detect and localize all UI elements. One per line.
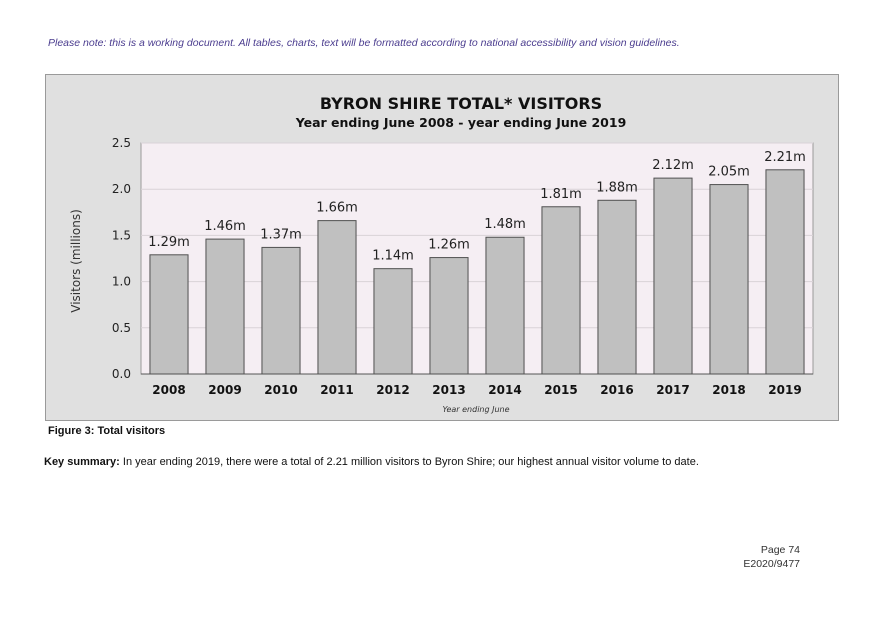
x-tick-label: 2017 — [656, 383, 689, 397]
page-footer: Page 74 E2020/9477 — [743, 543, 800, 571]
x-axis-ticks: 2008 2009 2010 2011 2012 2013 2014 2015 2016 2017… — [152, 383, 801, 397]
data-label: 1.81m — [540, 187, 582, 202]
bar-2019 — [765, 169, 805, 375]
bar-2012 — [373, 268, 413, 375]
bar-2010 — [261, 246, 301, 375]
data-label: 1.48m — [484, 217, 526, 232]
x-tick-label: 2013 — [432, 383, 465, 397]
figure-caption: Figure 3: Total visitors — [48, 425, 166, 437]
chart-frame: BYRON SHIRE TOTAL* VISITORS Year ending … — [45, 74, 839, 421]
data-label: 2.05m — [708, 165, 750, 180]
bar-2014 — [485, 236, 525, 375]
x-tick-label: 2015 — [544, 383, 577, 397]
bar-2011 — [317, 220, 357, 375]
bar-2013 — [429, 257, 469, 375]
data-label: 1.29m — [148, 235, 190, 250]
bar-2017 — [653, 177, 693, 375]
y-tick-label: 1.0 — [112, 275, 131, 289]
y-axis-label: Visitors (millions) — [69, 209, 83, 313]
chart-title: BYRON SHIRE TOTAL* VISITORS — [320, 94, 602, 113]
x-tick-label: 2016 — [600, 383, 633, 397]
key-summary-label: Key summary: — [44, 456, 120, 468]
key-summary-text: In year ending 2019, there were a total … — [119, 456, 699, 468]
x-tick-label: 2014 — [488, 383, 521, 397]
data-label: 1.66m — [316, 201, 358, 216]
y-tick-label: 0.0 — [112, 367, 131, 381]
x-tick-label: 2012 — [376, 383, 409, 397]
data-labels: 1.29m 1.46m 1.37m 1.66m 1.14m 1.26m 1.48m 1.81m… — [148, 150, 806, 264]
bar-2009 — [205, 238, 245, 375]
gridlines — [141, 142, 813, 375]
working-document-note: Please note: this is a working document.… — [48, 37, 680, 49]
chart-subtitle: Year ending June 2008 - year ending June… — [295, 115, 627, 130]
x-tick-label: 2010 — [264, 383, 297, 397]
x-tick-label: 2019 — [768, 383, 801, 397]
data-label: 2.21m — [764, 150, 806, 165]
data-label: 1.14m — [372, 249, 414, 264]
bar-2015 — [541, 206, 581, 375]
document-reference: E2020/9477 — [743, 558, 800, 570]
key-summary: Key summary: In year ending 2019, there … — [44, 456, 699, 468]
bar-chart: BYRON SHIRE TOTAL* VISITORS Year ending … — [69, 94, 814, 414]
data-label: 2.12m — [652, 158, 694, 173]
bar-2008 — [149, 254, 189, 375]
y-tick-label: 2.5 — [112, 136, 131, 150]
data-label: 1.26m — [428, 238, 470, 253]
bars — [149, 169, 805, 375]
y-tick-label: 0.5 — [112, 321, 131, 335]
x-tick-label: 2018 — [712, 383, 745, 397]
y-tick-label: 1.5 — [112, 228, 131, 242]
plot-area — [140, 142, 814, 375]
page-number: Page 74 — [760, 544, 800, 556]
x-tick-label: 2009 — [208, 383, 241, 397]
data-label: 1.46m — [204, 219, 246, 234]
y-tick-label: 2.0 — [112, 182, 131, 196]
y-axis-ticks: 0.0 0.5 1.0 1.5 2.0 2.5 — [112, 136, 131, 381]
x-axis-label: Year ending June — [442, 405, 509, 414]
data-label: 1.88m — [596, 180, 638, 195]
bar-2016 — [597, 199, 637, 375]
x-tick-label: 2008 — [152, 383, 185, 397]
x-tick-label: 2011 — [320, 383, 353, 397]
data-label: 1.37m — [260, 227, 302, 242]
bar-2018 — [709, 184, 749, 375]
